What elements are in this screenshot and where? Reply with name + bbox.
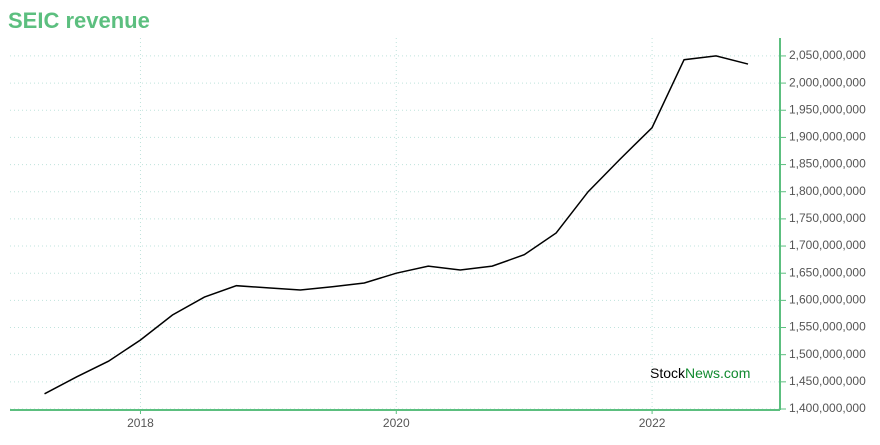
y-tick-label: 1,750,000,000 bbox=[789, 211, 866, 225]
watermark: StockNews.com bbox=[650, 365, 750, 381]
y-tick-label: 2,050,000,000 bbox=[789, 48, 866, 62]
chart-title: SEIC revenue bbox=[8, 8, 150, 33]
y-tick-label: 2,000,000,000 bbox=[789, 75, 866, 89]
y-tick-label: 1,650,000,000 bbox=[789, 265, 866, 279]
x-tick-label: 2022 bbox=[639, 416, 666, 430]
y-tick-label: 1,950,000,000 bbox=[789, 102, 866, 116]
x-tick-label: 2020 bbox=[383, 416, 410, 430]
y-tick-label: 1,450,000,000 bbox=[789, 374, 866, 388]
x-tick-label: 2018 bbox=[127, 416, 154, 430]
y-tick-label: 1,900,000,000 bbox=[789, 130, 866, 144]
y-tick-label: 1,700,000,000 bbox=[789, 238, 866, 252]
y-tick-label: 1,850,000,000 bbox=[789, 157, 866, 171]
y-tick-label: 1,550,000,000 bbox=[789, 320, 866, 334]
y-tick-label: 1,500,000,000 bbox=[789, 347, 866, 361]
y-tick-label: 1,400,000,000 bbox=[789, 401, 866, 415]
watermark-news: News.com bbox=[685, 365, 750, 381]
line bbox=[44, 55, 749, 395]
y-tick-label: 1,600,000,000 bbox=[789, 293, 866, 307]
watermark-stock: Stock bbox=[650, 365, 686, 381]
y-tick-label: 1,800,000,000 bbox=[789, 184, 866, 198]
